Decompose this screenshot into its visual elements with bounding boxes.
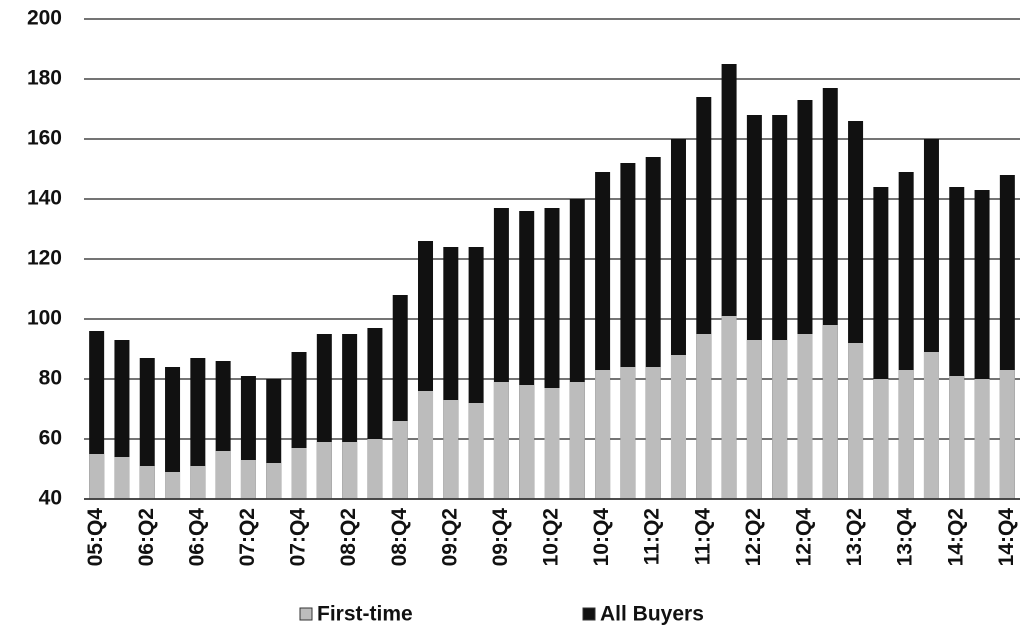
y-tick-label: 180 bbox=[27, 67, 62, 90]
bar bbox=[519, 385, 535, 499]
bar bbox=[569, 382, 585, 499]
bar bbox=[367, 439, 383, 499]
legend-swatch bbox=[582, 607, 596, 621]
bar bbox=[746, 340, 762, 499]
x-tick-label: 12:Q2 bbox=[742, 508, 765, 566]
bar bbox=[797, 334, 813, 499]
x-tick-label: 09:Q4 bbox=[489, 508, 512, 567]
y-tick-label: 160 bbox=[27, 127, 62, 150]
bar bbox=[139, 466, 155, 499]
bar bbox=[139, 358, 155, 499]
bar bbox=[898, 370, 914, 499]
x-tick-label: 11:Q4 bbox=[691, 508, 714, 566]
x-tick-label: 10:Q2 bbox=[540, 508, 563, 566]
bar bbox=[493, 382, 509, 499]
bar bbox=[392, 421, 408, 499]
x-tick-label: 14:Q4 bbox=[995, 508, 1018, 567]
bar bbox=[190, 466, 206, 499]
x-tick-label: 08:Q4 bbox=[388, 508, 411, 567]
x-tick-label: 12:Q4 bbox=[793, 508, 816, 567]
bar bbox=[165, 472, 181, 499]
bar bbox=[670, 355, 686, 499]
y-tick-label: 40 bbox=[39, 487, 62, 510]
bar bbox=[190, 358, 206, 499]
y-tick-label: 200 bbox=[27, 7, 62, 30]
bar bbox=[595, 370, 611, 499]
bar bbox=[923, 352, 939, 499]
x-tick-label: 13:Q2 bbox=[843, 508, 866, 566]
bar bbox=[443, 400, 459, 499]
x-tick-label: 07:Q2 bbox=[236, 508, 259, 566]
y-tick-label: 80 bbox=[39, 367, 62, 390]
bar bbox=[215, 451, 231, 499]
bar bbox=[696, 334, 712, 499]
legend-label: All Buyers bbox=[600, 603, 704, 626]
bar bbox=[999, 370, 1015, 499]
x-tick-label: 11:Q2 bbox=[641, 508, 664, 565]
x-tick-label: 08:Q2 bbox=[337, 508, 360, 566]
bar bbox=[949, 376, 965, 499]
y-tick-label: 100 bbox=[27, 307, 62, 330]
bar bbox=[873, 379, 889, 499]
x-tick-label: 06:Q4 bbox=[185, 508, 208, 567]
x-tick-label: 10:Q4 bbox=[590, 508, 613, 567]
bar bbox=[266, 463, 282, 499]
y-tick-label: 140 bbox=[27, 187, 62, 210]
bar bbox=[468, 403, 484, 499]
bar bbox=[89, 454, 105, 499]
bar bbox=[721, 316, 737, 499]
bar bbox=[974, 379, 990, 499]
x-tick-label: 05:Q4 bbox=[84, 508, 107, 567]
x-tick-label: 09:Q2 bbox=[438, 508, 461, 566]
bar bbox=[772, 340, 788, 499]
x-tick-label: 14:Q2 bbox=[944, 508, 967, 566]
bar bbox=[114, 457, 130, 499]
bar bbox=[848, 343, 864, 499]
x-tick-label: 07:Q4 bbox=[287, 508, 310, 567]
bar bbox=[316, 442, 332, 499]
bar bbox=[240, 460, 256, 499]
y-tick-label: 120 bbox=[27, 247, 62, 270]
x-tick-label: 06:Q2 bbox=[135, 508, 158, 566]
bar bbox=[645, 367, 661, 499]
bar bbox=[620, 367, 636, 499]
x-tick-label: 13:Q4 bbox=[894, 508, 917, 567]
bar bbox=[342, 442, 358, 499]
bar bbox=[418, 391, 434, 499]
bar bbox=[291, 448, 307, 499]
y-tick-label: 60 bbox=[39, 427, 62, 450]
bar bbox=[822, 325, 838, 499]
bar bbox=[165, 367, 181, 499]
bar bbox=[544, 388, 560, 499]
legend-label: First-time bbox=[317, 603, 413, 626]
legend-swatch bbox=[299, 607, 313, 621]
